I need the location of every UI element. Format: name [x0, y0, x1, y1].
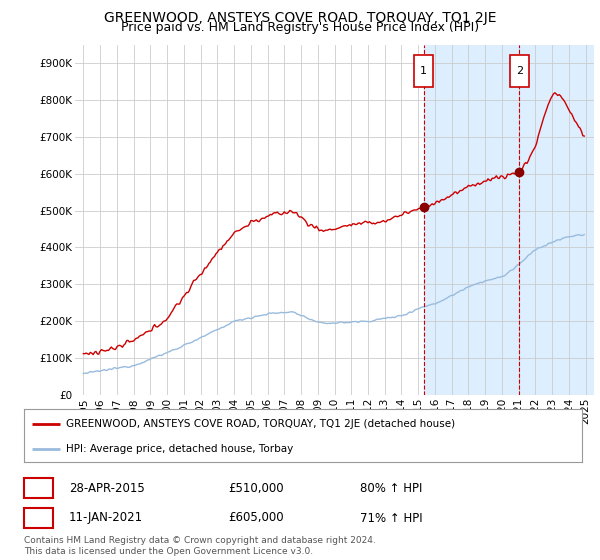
Text: HPI: Average price, detached house, Torbay: HPI: Average price, detached house, Torb…: [66, 444, 293, 454]
Text: 28-APR-2015: 28-APR-2015: [69, 482, 145, 495]
Text: 1: 1: [420, 66, 427, 76]
FancyBboxPatch shape: [415, 55, 433, 87]
Text: 71% ↑ HPI: 71% ↑ HPI: [360, 511, 422, 525]
Text: £510,000: £510,000: [228, 482, 284, 495]
Text: 80% ↑ HPI: 80% ↑ HPI: [360, 482, 422, 495]
Text: 2: 2: [516, 66, 523, 76]
FancyBboxPatch shape: [510, 55, 529, 87]
Text: Contains HM Land Registry data © Crown copyright and database right 2024.
This d: Contains HM Land Registry data © Crown c…: [24, 536, 376, 556]
Bar: [424, 45, 520, 395]
Bar: [520, 45, 594, 395]
Text: Price paid vs. HM Land Registry's House Price Index (HPI): Price paid vs. HM Land Registry's House …: [121, 21, 479, 34]
Text: £605,000: £605,000: [228, 511, 284, 525]
Text: 11-JAN-2021: 11-JAN-2021: [69, 511, 143, 525]
Text: GREENWOOD, ANSTEYS COVE ROAD, TORQUAY, TQ1 2JE (detached house): GREENWOOD, ANSTEYS COVE ROAD, TORQUAY, T…: [66, 419, 455, 429]
Text: GREENWOOD, ANSTEYS COVE ROAD, TORQUAY, TQ1 2JE: GREENWOOD, ANSTEYS COVE ROAD, TORQUAY, T…: [104, 11, 496, 25]
Text: 2: 2: [35, 511, 42, 525]
Text: 1: 1: [35, 482, 42, 495]
